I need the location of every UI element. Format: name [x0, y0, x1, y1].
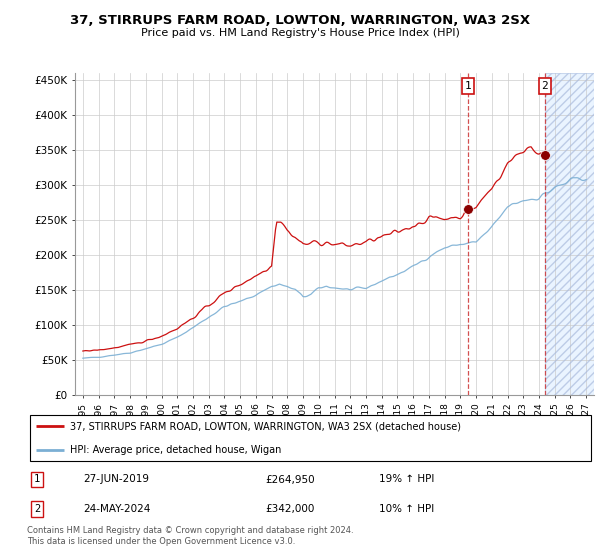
Text: 27-JUN-2019: 27-JUN-2019 [84, 474, 150, 484]
Text: 37, STIRRUPS FARM ROAD, LOWTON, WARRINGTON, WA3 2SX: 37, STIRRUPS FARM ROAD, LOWTON, WARRINGT… [70, 14, 530, 27]
Text: 1: 1 [465, 81, 472, 91]
Text: 2: 2 [34, 504, 40, 514]
Text: 24-MAY-2024: 24-MAY-2024 [84, 504, 151, 514]
Text: Price paid vs. HM Land Registry's House Price Index (HPI): Price paid vs. HM Land Registry's House … [140, 28, 460, 38]
Bar [545, 73, 594, 395]
Text: 2: 2 [541, 81, 548, 91]
Text: £264,950: £264,950 [265, 474, 315, 484]
Text: 19% ↑ HPI: 19% ↑ HPI [379, 474, 434, 484]
Text: HPI: Average price, detached house, Wigan: HPI: Average price, detached house, Wiga… [70, 445, 281, 455]
Text: 1: 1 [34, 474, 40, 484]
FancyBboxPatch shape [30, 416, 591, 461]
Text: £342,000: £342,000 [265, 504, 314, 514]
Text: 10% ↑ HPI: 10% ↑ HPI [379, 504, 434, 514]
Text: Contains HM Land Registry data © Crown copyright and database right 2024.
This d: Contains HM Land Registry data © Crown c… [27, 526, 353, 546]
Text: 37, STIRRUPS FARM ROAD, LOWTON, WARRINGTON, WA3 2SX (detached house): 37, STIRRUPS FARM ROAD, LOWTON, WARRINGT… [70, 421, 461, 431]
Bar [545, 73, 594, 395]
